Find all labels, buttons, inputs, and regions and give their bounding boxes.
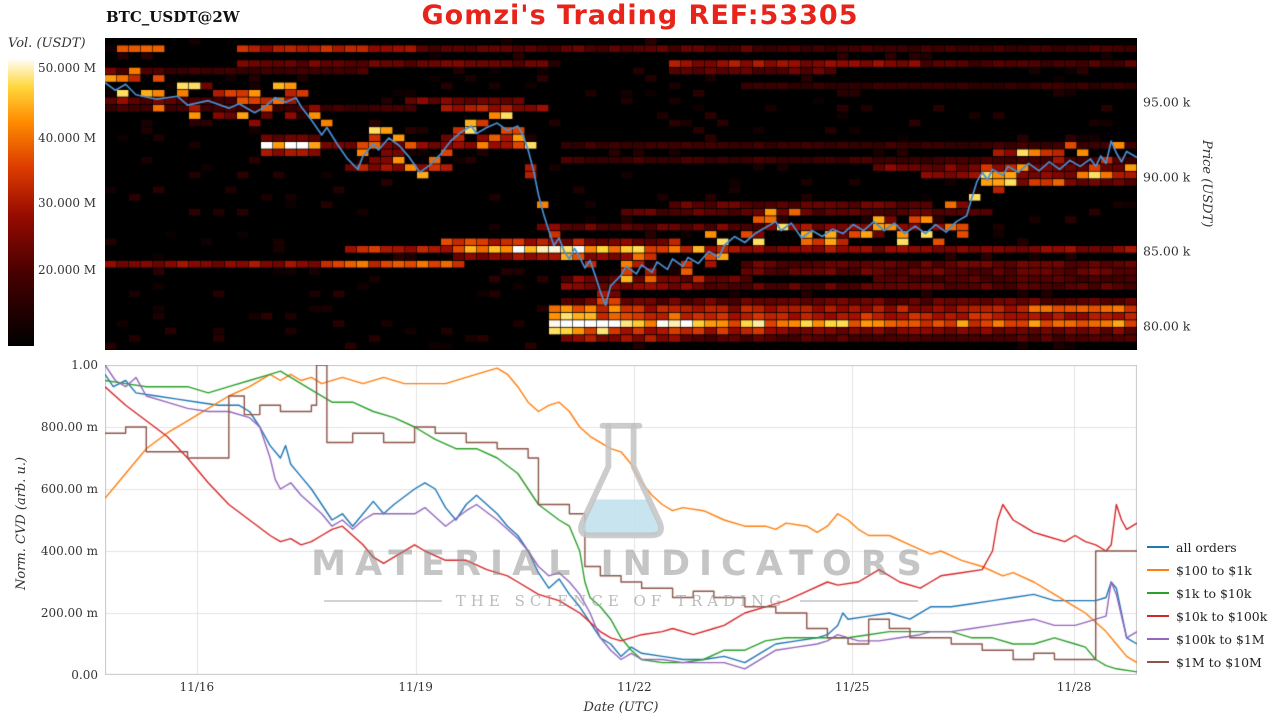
legend-label: $1k to $10k — [1176, 585, 1252, 601]
cvd-y-tick-label: 800.00 m — [40, 420, 98, 434]
cvd-x-ticks: 11/16 11/19 11/22 11/25 11/28 — [105, 680, 1137, 696]
price-axis-ticks: 95.00 k 90.00 k 85.00 k 80.00 k — [1143, 38, 1203, 350]
cvd-x-tick-label: 11/28 — [1056, 680, 1092, 694]
cvd-y-tick-label: 1.00 — [71, 358, 98, 372]
colorbar-tick-label: 30.000 M — [38, 196, 97, 211]
legend-item: $100k to $1M — [1147, 631, 1280, 647]
heatmap-chart — [105, 38, 1137, 350]
legend-item: $1M to $10M — [1147, 654, 1280, 670]
colorbar-tick-label: 40.000 M — [38, 130, 97, 145]
legend-line-swatch — [1147, 615, 1169, 617]
cvd-canvas — [105, 365, 1137, 675]
cvd-x-tick-label: 11/19 — [398, 680, 433, 694]
legend-label: all orders — [1176, 539, 1237, 555]
cvd-chart — [105, 365, 1137, 675]
cvd-x-axis-label: Date (UTC) — [583, 700, 659, 715]
legend-item: $100 to $1k — [1147, 562, 1280, 578]
legend: all orders $100 to $1k $1k to $10k $10k to … — [1147, 540, 1280, 678]
price-tick-label: 80.00 k — [1143, 318, 1191, 334]
cvd-y-tick-label: 400.00 m — [40, 544, 98, 558]
legend-label: $100 to $1k — [1176, 562, 1252, 578]
price-tick-label: 95.00 k — [1143, 94, 1191, 110]
colorbar-title: Vol. (USDT) — [8, 36, 86, 51]
legend-label: $10k to $100k — [1176, 608, 1268, 624]
page-title: Gomzi's Trading REF:53305 — [421, 0, 859, 31]
legend-line-swatch — [1147, 638, 1169, 640]
cvd-y-tick-label: 200.00 m — [40, 606, 98, 620]
legend-line-swatch — [1147, 592, 1169, 594]
cvd-y-ticks: 1.00 800.00 m 600.00 m 400.00 m 200.00 m 0.00 — [28, 358, 98, 682]
cvd-y-axis-label: Norm. CVD (arb. u.) — [14, 456, 29, 590]
colorbar — [8, 58, 34, 346]
legend-line-swatch — [1147, 569, 1169, 571]
symbol-label: BTC_USDT@2W — [106, 8, 240, 26]
price-tick-label: 90.00 k — [1143, 169, 1191, 185]
cvd-x-tick-label: 11/25 — [834, 680, 870, 694]
legend-label: $1M to $10M — [1176, 654, 1262, 670]
legend-item: $10k to $100k — [1147, 608, 1280, 624]
legend-line-swatch — [1147, 661, 1169, 663]
price-tick-label: 85.00 k — [1143, 243, 1191, 259]
cvd-y-tick-label: 0.00 — [71, 668, 98, 682]
legend-label: $100k to $1M — [1176, 631, 1265, 647]
cvd-x-tick-label: 11/22 — [617, 680, 652, 694]
legend-item: all orders — [1147, 539, 1280, 555]
legend-item: $1k to $10k — [1147, 585, 1280, 601]
legend-line-swatch — [1147, 546, 1169, 548]
price-axis-label: Price (USDT) — [1199, 140, 1214, 228]
colorbar-ticks: 50.000 M 40.000 M 30.000 M 20.000 M — [38, 58, 108, 346]
heatmap-canvas — [105, 38, 1137, 350]
colorbar-tick-label: 20.000 M — [38, 263, 97, 278]
colorbar-tick-label: 50.000 M — [38, 61, 97, 76]
cvd-y-tick-label: 600.00 m — [40, 482, 98, 496]
cvd-x-tick-label: 11/16 — [179, 680, 215, 694]
